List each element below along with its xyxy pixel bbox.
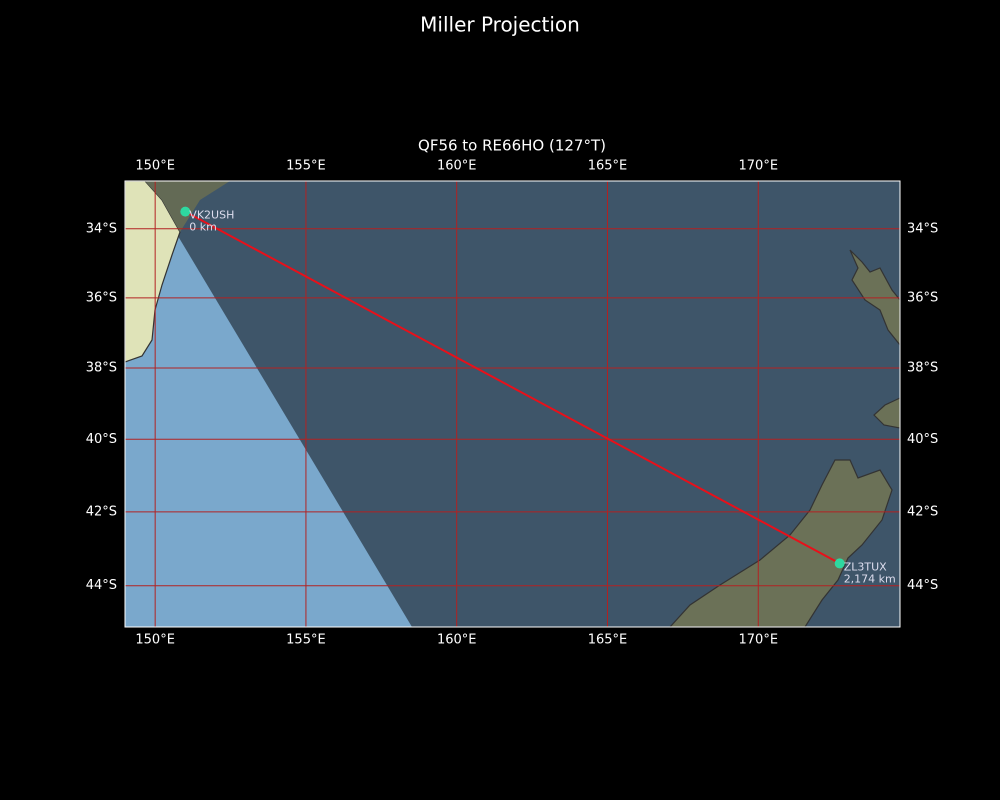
station-name: ZL3TUX bbox=[844, 560, 887, 573]
map-frame bbox=[124, 180, 901, 628]
x-tick-label: 150°E bbox=[135, 633, 175, 648]
y-tick-label: 36°S bbox=[907, 290, 938, 305]
daylight-region bbox=[125, 181, 412, 627]
x-tick-label: 165°E bbox=[588, 159, 628, 174]
x-tick-label: 160°E bbox=[437, 633, 477, 648]
x-tick-label: 165°E bbox=[588, 633, 628, 648]
page-title: Miller Projection bbox=[420, 13, 580, 37]
y-tick-label: 40°S bbox=[907, 432, 938, 447]
x-tick-label: 160°E bbox=[437, 159, 477, 174]
y-tick-label: 42°S bbox=[86, 504, 117, 519]
y-tick-label: 44°S bbox=[86, 578, 117, 593]
y-tick-label: 36°S bbox=[86, 290, 117, 305]
nz-north-island-south bbox=[873, 397, 900, 429]
y-tick-label: 38°S bbox=[907, 360, 938, 375]
y-tick-label: 38°S bbox=[86, 360, 117, 375]
station-marker bbox=[180, 206, 191, 217]
x-tick-label: 170°E bbox=[739, 633, 779, 648]
y-tick-label: 42°S bbox=[907, 504, 938, 519]
grid bbox=[125, 181, 900, 627]
station-distance: 0 km bbox=[189, 221, 217, 234]
x-tick-label: 155°E bbox=[286, 159, 326, 174]
route-line bbox=[184, 210, 841, 565]
tick-labels: 150°E 150°E 155°E 155°E 160°E 160°E 165°E 165°E… bbox=[86, 159, 939, 648]
x-tick-label: 150°E bbox=[135, 159, 175, 174]
australia-land-night bbox=[145, 181, 230, 232]
y-tick-label: 40°S bbox=[86, 432, 117, 447]
y-tick-label: 34°S bbox=[86, 221, 117, 236]
station-marker bbox=[834, 558, 845, 569]
station-distance: 2,174 km bbox=[844, 572, 896, 585]
y-tick-label: 34°S bbox=[907, 221, 938, 236]
x-tick-label: 170°E bbox=[739, 159, 779, 174]
y-tick-label: 44°S bbox=[907, 578, 938, 593]
australia-land bbox=[125, 181, 181, 363]
x-tick-label: 155°E bbox=[286, 633, 326, 648]
station-name: VK2USH bbox=[189, 209, 234, 222]
map-title: QF56 to RE66HO (127°T) bbox=[418, 137, 606, 155]
